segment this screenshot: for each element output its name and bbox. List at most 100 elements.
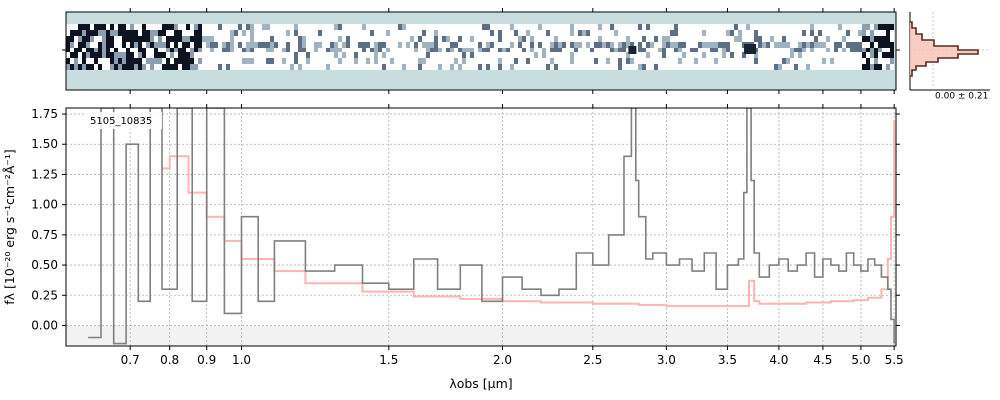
spectrum-2d-pixel: [706, 52, 710, 58]
spectrum-2d-pixel: [650, 24, 654, 30]
spectrum-2d-pixel: [818, 42, 822, 48]
spectrum-2d-pixel: [378, 42, 382, 48]
spectrum-2d-pixel: [178, 52, 182, 58]
spectrum-2d-pixel: [162, 52, 166, 58]
spectrum-2d-pixel: [750, 30, 754, 36]
spectrum-2d-pixel: [434, 30, 438, 36]
spectrum-2d-pixel: [558, 36, 562, 42]
spectrum-2d-pixel: [582, 36, 586, 42]
x-tick-label: 3.5: [718, 353, 737, 367]
spectrum-2d-pixel: [350, 42, 354, 48]
spectrum-2d-pixel: [238, 30, 242, 36]
spectrum-2d-pixel: [846, 24, 850, 30]
spectrum-2d-pixel: [590, 64, 594, 70]
spectrum-2d-pixel: [810, 64, 814, 70]
spectrum-2d-pixel: [782, 30, 786, 36]
spectrum-2d-pixel: [502, 48, 506, 52]
spectrum-2d-pixel: [470, 36, 474, 42]
spectrum-2d-pixel: [174, 58, 178, 64]
spectrum-2d-pixel: [662, 48, 666, 52]
spectrum-2d-pixel: [882, 52, 886, 58]
spectrum-2d-pixel: [822, 58, 826, 64]
spectrum-2d-pixel: [834, 24, 838, 30]
spectrum-2d-pixel: [366, 36, 370, 42]
spectrum-2d-pixel: [822, 30, 826, 36]
spectrum-2d-pixel: [414, 58, 418, 64]
spectrum-2d-pixel: [622, 64, 626, 70]
spectrum-2d-pixel: [202, 52, 206, 58]
spectrum-2d-pixel: [622, 30, 626, 36]
spectrum-2d-pixel: [654, 36, 658, 42]
spectrum-2d-pixel: [218, 36, 222, 42]
spectrum-2d-pixel: [554, 42, 558, 48]
spectrum-2d-pixel: [338, 64, 342, 70]
spectrum-2d-pixel: [486, 36, 490, 42]
spectrum-2d-pixel: [498, 58, 502, 64]
spectrum-2d-pixel: [862, 52, 866, 58]
spectrum-2d-pixel: [98, 30, 102, 36]
spectrum-2d-pixel: [250, 58, 254, 64]
spectrum-2d-pixel: [402, 42, 406, 48]
spectrum-2d-pixel: [486, 52, 490, 58]
spectrum-2d-pixel: [314, 64, 318, 70]
spectrum-2d-pixel: [330, 42, 334, 48]
spectrum-2d-pixel: [810, 58, 814, 64]
spectrum-2d-pixel: [86, 64, 90, 70]
spectrum-2d-pixel: [846, 64, 850, 70]
spectrum-2d-pixel: [678, 58, 682, 64]
spectrum-2d-pixel: [658, 42, 662, 48]
spectrum-2d-pixel: [422, 24, 426, 30]
spectrum-2d-pixel: [594, 64, 598, 70]
spectrum-2d-pixel: [686, 48, 690, 52]
spectrum-2d-pixel: [218, 30, 222, 36]
spectrum-2d-pixel: [330, 64, 334, 70]
spectrum-2d-pixel: [566, 64, 570, 70]
spectrum-2d-pixel: [386, 64, 390, 70]
spectrum-2d-pixel: [150, 24, 154, 30]
spectrum-2d-pixel: [810, 52, 814, 58]
spectrum-2d-pixel: [182, 58, 186, 64]
spectrum-2d-pixel: [510, 52, 514, 58]
spectrum-2d-pixel: [490, 30, 494, 36]
spectrum-2d-pixel: [562, 30, 566, 36]
spectrum-2d-pixel: [66, 24, 70, 30]
spectrum-2d-pixel: [770, 64, 774, 70]
spectrum-2d-pixel: [498, 64, 502, 70]
spectrum-2d-pixel: [558, 52, 562, 58]
spectrum-2d-pixel: [470, 48, 474, 52]
spectrum-2d-pixel: [358, 64, 362, 70]
spectrum-2d-pixel: [750, 52, 754, 58]
spectrum-2d-pixel: [702, 52, 706, 58]
spectrum-2d-pixel: [198, 58, 202, 64]
spectrum-2d-pixel: [626, 52, 630, 58]
spectrum-2d-pixel: [386, 48, 390, 52]
spectrum-2d-pixel: [642, 48, 646, 52]
spectrum-2d-pixel: [230, 48, 234, 52]
x-axis-label: λobs [μm]: [449, 376, 512, 391]
spectrum-2d-pixel: [226, 36, 230, 42]
spectrum-2d-pixel: [638, 64, 642, 70]
spectrum-2d-pixel: [514, 58, 518, 64]
spectrum-2d-pixel: [178, 24, 182, 30]
spectrum-2d-pixel: [626, 42, 630, 48]
spectrum-2d-pixel: [842, 24, 846, 30]
spectrum-2d-pixel: [350, 48, 354, 52]
spectrum-2d-pixel: [466, 58, 470, 64]
spectrum-2d-pixel: [362, 30, 366, 36]
spectrum-2d-pixel: [710, 48, 714, 52]
spectrum-2d-pixel: [546, 48, 550, 52]
spectrum-2d-pixel: [238, 64, 242, 70]
spectrum-2d-pixel: [214, 64, 218, 70]
spectrum-2d-pixel: [318, 58, 322, 64]
spectrum-2d-pixel: [614, 42, 618, 48]
spectrum-2d-pixel: [406, 24, 410, 30]
spectrum-2d-pixel: [730, 30, 734, 36]
spectrum-2d-pixel: [338, 52, 342, 58]
spectrum-2d-pixel: [310, 52, 314, 58]
spectrum-2d-pixel: [126, 58, 130, 64]
spectrum-2d-pixel: [814, 48, 818, 52]
spectrum-2d-pixel: [422, 48, 426, 52]
spectrum-2d-pixel: [446, 48, 450, 52]
spectrum-2d-pixel: [394, 30, 398, 36]
spectrum-2d-pixel: [714, 42, 718, 48]
